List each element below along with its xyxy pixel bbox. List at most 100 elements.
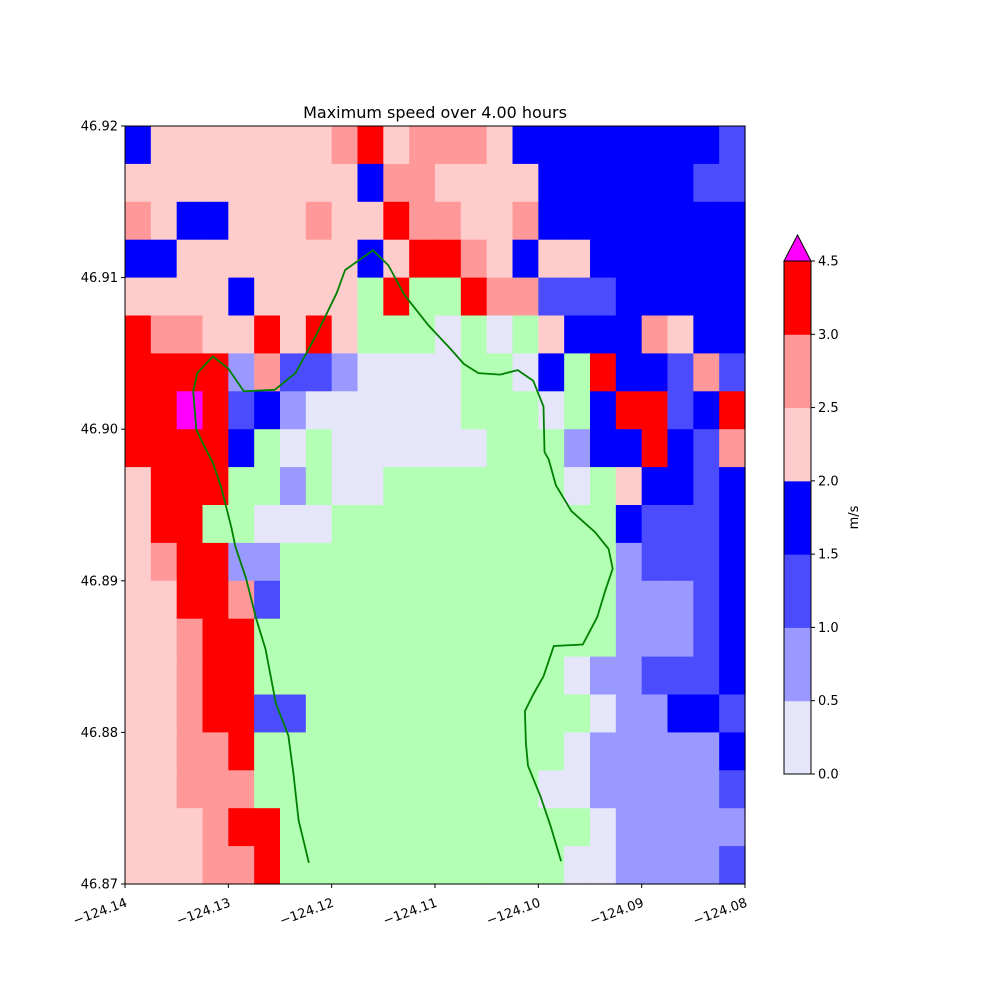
- colorbar-segment: [784, 700, 811, 775]
- heatmap-cell: [641, 656, 669, 696]
- heatmap-cell: [150, 846, 178, 885]
- heatmap-cell: [512, 239, 539, 279]
- heatmap-cell: [409, 808, 436, 847]
- heatmap-cell: [435, 580, 462, 620]
- y-tick-label: 46.87: [81, 878, 118, 893]
- heatmap-cell: [383, 808, 410, 847]
- heatmap-cell: [409, 239, 436, 279]
- heatmap-cell: [590, 808, 617, 847]
- heatmap-cell: [176, 163, 204, 203]
- heatmap-cell: [176, 391, 204, 430]
- heatmap-cell: [719, 542, 746, 582]
- heatmap-cell: [331, 391, 359, 430]
- heatmap-cell: [280, 694, 307, 733]
- heatmap-cell: [538, 315, 565, 354]
- heatmap-cell: [538, 694, 565, 733]
- heatmap-cell: [254, 542, 281, 582]
- heatmap-cell: [512, 201, 539, 241]
- heatmap-cell: [615, 163, 643, 203]
- heatmap-cell: [641, 808, 669, 847]
- heatmap-cell: [357, 505, 384, 544]
- heatmap-cell: [460, 126, 488, 165]
- heatmap-cell: [357, 770, 384, 809]
- heatmap-cell: [538, 163, 565, 203]
- heatmap-cell: [280, 656, 307, 696]
- heatmap-cell: [564, 277, 591, 317]
- heatmap-cell: [357, 126, 384, 165]
- heatmap-cell: [512, 542, 539, 582]
- heatmap-cell: [150, 580, 178, 620]
- heatmap-cell: [538, 126, 565, 165]
- heatmap-cell: [254, 163, 281, 203]
- heatmap-cell: [667, 391, 694, 430]
- heatmap-cell: [228, 126, 255, 165]
- heatmap-cell: [590, 542, 617, 582]
- heatmap-cell: [538, 846, 565, 885]
- heatmap-cell: [435, 201, 462, 241]
- heatmap-cell: [615, 618, 643, 658]
- heatmap-cell: [331, 542, 359, 582]
- heatmap-cell: [228, 315, 255, 354]
- heatmap-cell: [383, 770, 410, 809]
- heatmap-cell: [331, 505, 359, 544]
- heatmap-cell: [280, 391, 307, 430]
- heatmap-cell: [331, 315, 359, 354]
- heatmap-cell: [693, 163, 720, 203]
- heatmap-cell: [512, 467, 539, 506]
- heatmap-cell: [150, 315, 178, 354]
- heatmap-cell: [228, 239, 255, 279]
- colorbar-segment: [784, 261, 811, 335]
- heatmap-cell: [202, 808, 229, 847]
- heatmap-cell: [564, 353, 591, 392]
- heatmap-cell: [357, 580, 384, 620]
- heatmap-cell: [254, 429, 281, 468]
- heatmap-cell: [667, 846, 694, 885]
- heatmap-cell: [538, 656, 565, 696]
- heatmap-cell: [615, 315, 643, 354]
- heatmap-cell: [435, 505, 462, 544]
- heatmap-cell: [667, 315, 694, 354]
- heatmap-cell: [357, 201, 384, 241]
- heatmap-cell: [719, 694, 746, 733]
- heatmap-cell: [383, 580, 410, 620]
- heatmap-cell: [176, 656, 204, 696]
- heatmap-cell: [590, 732, 617, 771]
- heatmap-cell: [383, 163, 410, 203]
- heatmap-cell: [357, 163, 384, 203]
- heatmap-cell: [383, 656, 410, 696]
- heatmap-cell: [254, 391, 281, 430]
- heatmap-cell: [305, 353, 333, 392]
- heatmap-cell: [331, 694, 359, 733]
- heatmap-cell: [667, 277, 694, 317]
- heatmap-cell: [512, 846, 539, 885]
- heatmap-cell: [228, 618, 255, 658]
- heatmap-cell: [383, 542, 410, 582]
- colorbar-tick-label: 2.0: [818, 474, 839, 489]
- heatmap-cell: [719, 580, 746, 620]
- heatmap-cell: [357, 732, 384, 771]
- heatmap-cell: [693, 239, 720, 279]
- heatmap-cell: [460, 808, 488, 847]
- heatmap-cell: [202, 732, 229, 771]
- heatmap-cell: [460, 694, 488, 733]
- heatmap-cell: [615, 542, 643, 582]
- heatmap-cell: [383, 353, 410, 392]
- heatmap-cell: [176, 201, 204, 241]
- y-tick-label: 46.88: [81, 726, 118, 741]
- heatmap-cell: [435, 694, 462, 733]
- heatmap-cell: [460, 656, 488, 696]
- heatmap-cell: [150, 505, 178, 544]
- heatmap-cell: [615, 580, 643, 620]
- heatmap-cell: [486, 315, 514, 354]
- heatmap-cell: [538, 732, 565, 771]
- heatmap-cell: [693, 353, 720, 392]
- heatmap-cell: [641, 467, 669, 506]
- heatmap-cell: [202, 846, 229, 885]
- heatmap-cell: [615, 126, 643, 165]
- heatmap-cell: [590, 618, 617, 658]
- heatmap-cell: [667, 808, 694, 847]
- heatmap-cell: [538, 542, 565, 582]
- heatmap-cell: [125, 542, 152, 582]
- heatmap-cell: [693, 505, 720, 544]
- heatmap-cell: [357, 694, 384, 733]
